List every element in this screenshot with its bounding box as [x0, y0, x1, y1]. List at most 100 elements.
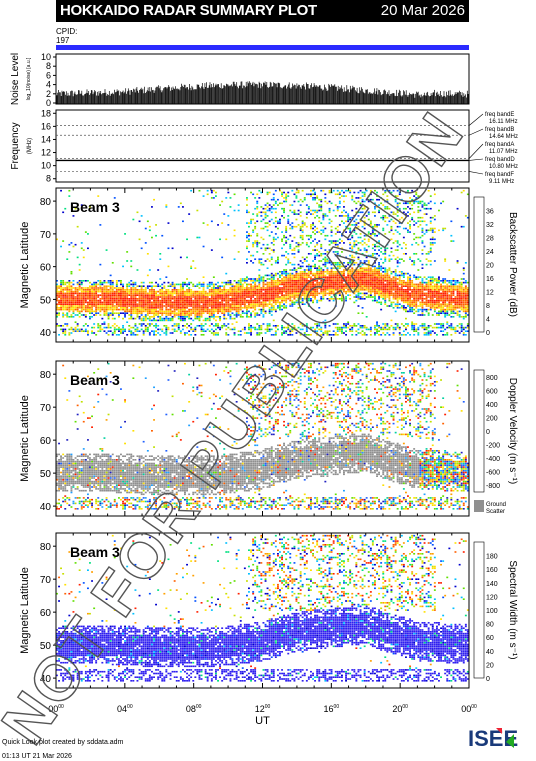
power-cell — [400, 216, 403, 219]
power-cell — [301, 276, 304, 278]
power-cell — [66, 314, 69, 316]
power-cell — [212, 305, 215, 307]
power-cell — [186, 303, 188, 305]
power-cell — [359, 260, 362, 262]
power-cell — [66, 323, 69, 325]
power-cell — [217, 325, 219, 327]
power-cell — [423, 334, 426, 336]
power-cell — [353, 263, 356, 266]
power-cell — [400, 294, 403, 296]
power-cell — [369, 274, 372, 277]
power-cell — [239, 334, 242, 336]
power-cell — [105, 289, 108, 291]
power-cell — [153, 307, 155, 309]
power-cell — [148, 323, 151, 325]
power-cell — [190, 299, 193, 302]
power-cell — [246, 305, 248, 307]
power-cell — [134, 292, 137, 295]
power-cell — [374, 245, 376, 248]
power-cell — [250, 294, 252, 296]
power-cell — [396, 256, 399, 259]
power-cell — [277, 305, 279, 307]
power-cell — [378, 209, 380, 212]
power-cell — [310, 290, 312, 293]
power-cell — [349, 242, 352, 244]
power-cell — [371, 254, 374, 257]
power-cell — [266, 294, 269, 296]
power-cell — [56, 316, 58, 318]
power-cell — [295, 328, 298, 331]
power-cell — [194, 296, 197, 298]
power-cell — [120, 307, 122, 309]
power-cell — [361, 283, 364, 286]
power-cell — [312, 278, 314, 280]
power-cell — [93, 314, 96, 316]
power-cell — [322, 213, 325, 215]
power-cell — [419, 289, 422, 291]
power-cell — [134, 325, 137, 327]
power-cell — [72, 215, 75, 217]
power-cell — [165, 319, 168, 322]
power-cell — [285, 285, 288, 287]
power-cell — [415, 305, 418, 307]
power-cell — [256, 206, 259, 208]
power-cell — [417, 296, 420, 298]
power-cell — [336, 328, 339, 331]
power-cell — [237, 312, 240, 314]
power-cell — [353, 229, 356, 232]
power-cell — [367, 218, 370, 221]
power-cell — [431, 294, 434, 296]
power-cell — [72, 294, 75, 296]
power-cell — [70, 326, 73, 329]
power-cell — [184, 290, 186, 293]
power-cell — [431, 243, 434, 246]
power-cell — [274, 274, 277, 277]
power-cell — [122, 317, 124, 320]
power-cell — [425, 294, 428, 296]
power-cell — [287, 222, 290, 224]
power-cell — [264, 312, 267, 314]
power-cell — [334, 294, 337, 296]
power-cell — [417, 276, 420, 278]
power-cell — [351, 283, 354, 286]
power-cell — [219, 316, 221, 318]
power-cell — [293, 280, 296, 282]
power-cell — [237, 310, 240, 313]
power-cell — [89, 305, 91, 307]
power-cell — [262, 292, 265, 295]
power-cell — [384, 272, 387, 275]
power-cell — [148, 307, 151, 309]
power-cell — [419, 283, 422, 286]
power-cell — [70, 332, 73, 334]
power-cell — [167, 294, 170, 296]
power-cell — [184, 319, 186, 322]
power-cell — [417, 305, 420, 307]
power-cell — [140, 290, 143, 293]
power-cell — [431, 280, 434, 282]
power-cell — [60, 280, 62, 282]
power-cell — [330, 229, 333, 232]
power-cell — [173, 325, 176, 327]
power-cell — [351, 245, 354, 248]
power-cell — [338, 294, 341, 296]
power-cell — [84, 280, 87, 282]
power-cell — [246, 231, 248, 233]
power-cell — [130, 292, 133, 295]
power-cell — [60, 303, 62, 305]
power-cell — [417, 328, 420, 331]
power-cell — [202, 290, 205, 293]
power-cell — [291, 334, 294, 336]
noise-ytick-label: 6 — [46, 70, 51, 80]
power-cell — [365, 285, 368, 287]
power-cell — [95, 281, 98, 284]
power-cell — [314, 287, 316, 289]
power-cell — [171, 319, 174, 322]
power-cell — [76, 303, 79, 305]
power-cell — [179, 303, 182, 305]
power-cell — [361, 225, 364, 228]
power-cell — [260, 262, 263, 264]
power-cell — [272, 198, 275, 201]
power-cell — [80, 281, 83, 284]
power-cell — [241, 294, 244, 296]
power-cell — [254, 307, 257, 309]
